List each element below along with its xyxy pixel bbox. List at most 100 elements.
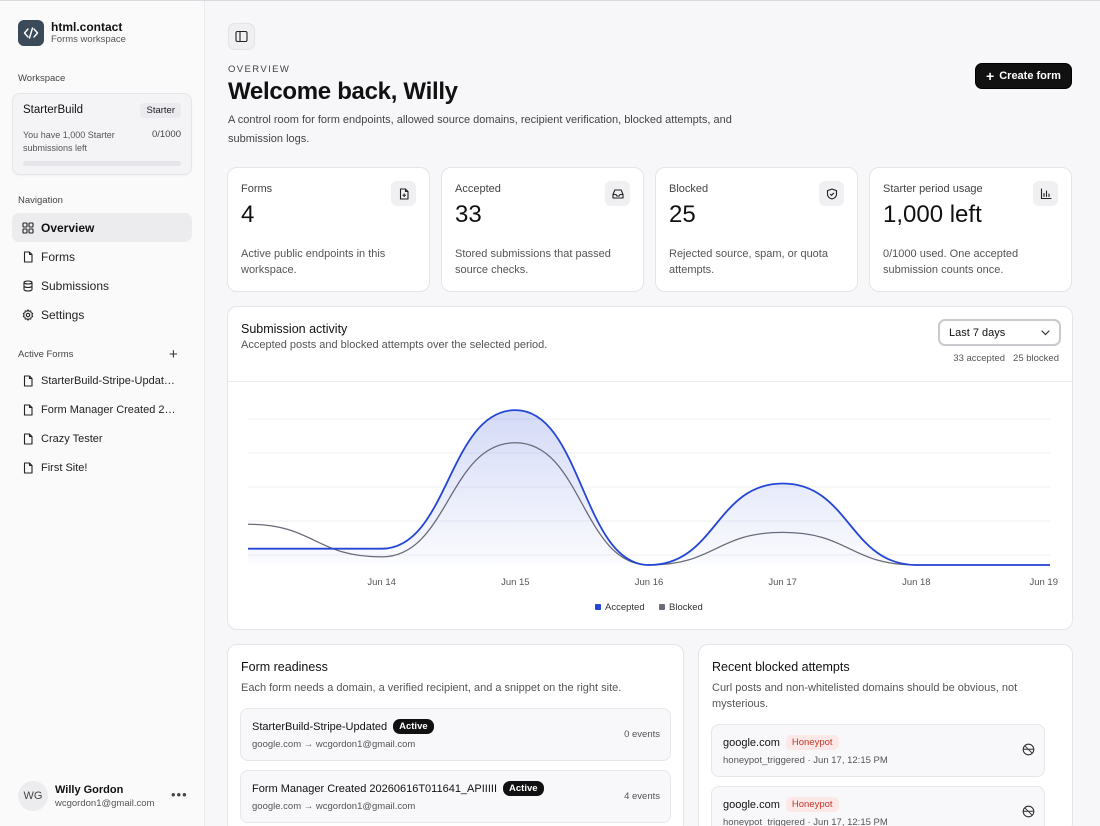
form-item[interactable]: Form Manager Created 2… [12, 397, 192, 423]
page-description: A control room for form endpoints, allow… [228, 114, 732, 145]
stat-description: Stored submissions that passed source ch… [455, 248, 611, 276]
form-item-label: First Site! [41, 462, 88, 474]
nav-label: Forms [41, 249, 75, 264]
workspace-label: Workspace [18, 73, 66, 84]
ban-icon[interactable] [1022, 805, 1035, 818]
create-form-label: Create form [999, 70, 1061, 82]
file-icon [23, 250, 33, 263]
blocked-domain: google.com [723, 736, 780, 749]
plan-count: 0/1000 [151, 129, 181, 140]
panel-title: Recent blocked attempts [712, 660, 850, 674]
stat-value: 4 [241, 201, 255, 228]
stat-label: Forms [241, 183, 273, 195]
user-email: wcgordon1@gmail.com [55, 798, 155, 809]
gear-icon [22, 308, 34, 321]
main-content: OVERVIEW Welcome back, Willy A control r… [204, 1, 1100, 826]
nav-forms[interactable]: Forms [12, 242, 192, 271]
stat-value: 1,000 left [883, 201, 982, 228]
legend-swatch [659, 604, 665, 610]
stat-description: Active public endpoints in this workspac… [241, 248, 386, 276]
nav-label: Submissions [41, 278, 110, 293]
x-tick-label: Jun 15 [501, 577, 530, 588]
create-form-button[interactable]: + Create form [975, 63, 1072, 89]
stat-card-usage: Starter period usage 1,000 left 0/1000 u… [869, 167, 1072, 292]
nav-settings[interactable]: Settings [12, 300, 192, 329]
add-form-icon[interactable]: + [169, 346, 178, 363]
brand-subtitle: Forms workspace [51, 34, 126, 45]
status-badge: Active [503, 781, 544, 796]
more-icon[interactable]: ••• [171, 787, 188, 802]
period-select[interactable]: Last 7 days [938, 319, 1061, 346]
nav-label: Overview [41, 220, 95, 235]
period-select-value: Last 7 days [949, 326, 1006, 339]
accepted-area [248, 410, 1050, 565]
stat-label: Accepted [455, 183, 501, 195]
tag-badge: Honeypot [785, 735, 839, 750]
blocked-series-line [247, 442, 1050, 566]
page-title: Welcome back, Willy [228, 78, 458, 105]
code-icon [18, 20, 44, 46]
form-item-label: StarterBuild-Stripe-Updat… [41, 375, 175, 387]
bar-chart-icon [1033, 181, 1058, 206]
nav-submissions[interactable]: Submissions [12, 271, 192, 300]
form-item[interactable]: StarterBuild-Stripe-Updat… [12, 368, 192, 394]
panel-title: Form readiness [241, 660, 328, 674]
chevron-down-icon [1041, 330, 1050, 336]
sidebar: html.contact Forms workspace Workspace S… [0, 1, 204, 826]
readiness-row[interactable]: StarterBuild-Stripe-Updated Active google… [240, 708, 671, 761]
stat-card-accepted: Accepted 33 Stored submissions that pass… [441, 167, 644, 292]
blocked-total: 25 blocked [1013, 353, 1059, 364]
blocked-row[interactable]: google.com Honeypot honeypot_triggered · … [711, 786, 1045, 826]
plus-icon: + [986, 68, 995, 84]
nav-label: Settings [41, 307, 85, 322]
form-route: google.com → wcgordon1@gmail.com [252, 801, 416, 812]
plan-description: You have 1,000 Starter submissions left [23, 130, 115, 153]
activity-chart: Jun 14 Jun 15 Jun 16 Jun 17 Jun 18 Jun 19 Acc… [247, 409, 1058, 613]
x-tick-label: Jun 18 [902, 577, 931, 588]
file-plus-icon [391, 181, 416, 206]
stat-value: 25 [669, 201, 696, 228]
database-icon [23, 279, 33, 292]
x-tick-label: Jun 16 [635, 577, 664, 588]
inbox-icon [605, 181, 630, 206]
blocked-domain: google.com [723, 798, 780, 811]
legend-label: Accepted [605, 602, 645, 613]
plan-badge: Starter [140, 103, 181, 118]
navigation-label: Navigation [18, 195, 63, 206]
avatar: WG [18, 781, 48, 811]
x-tick-label: Jun 19 [1029, 577, 1058, 588]
readiness-row[interactable]: Form Manager Created 20260616T011641_API… [240, 770, 671, 823]
plan-card[interactable]: StarterBuild Starter You have 1,000 Star… [12, 93, 192, 175]
page-eyebrow: OVERVIEW [228, 64, 291, 75]
form-item[interactable]: Crazy Tester [12, 426, 192, 452]
legend-label: Blocked [669, 602, 703, 613]
legend-swatch [595, 604, 601, 610]
sidebar-toggle-button[interactable] [228, 23, 255, 50]
blocked-meta: honeypot_triggered · Jun 17, 12:15 PM [723, 817, 888, 826]
stat-card-blocked: Blocked 25 Rejected source, spam, or quo… [655, 167, 858, 292]
form-item[interactable]: First Site! [12, 455, 192, 481]
stat-label: Blocked [669, 183, 709, 195]
blocked-row[interactable]: google.com Honeypot honeypot_triggered · … [711, 724, 1045, 777]
stat-value: 33 [455, 201, 482, 228]
user-menu[interactable]: WG Willy Gordon wcgordon1@gmail.com ••• [18, 781, 193, 811]
file-icon [23, 404, 33, 416]
plan-name: StarterBuild [23, 104, 84, 116]
submission-activity-card: Submission activity Accepted posts and b… [227, 306, 1073, 630]
nav-overview[interactable]: Overview [12, 213, 192, 242]
x-tick-label: Jun 14 [367, 577, 396, 588]
tag-badge: Honeypot [785, 797, 839, 812]
status-badge: Active [393, 719, 434, 734]
blocked-meta: honeypot_triggered · Jun 17, 12:15 PM [723, 755, 888, 766]
form-readiness-panel: Form readiness Each form needs a domain,… [227, 644, 684, 826]
form-route: google.com → wcgordon1@gmail.com [252, 739, 416, 750]
brand[interactable]: html.contact Forms workspace [18, 20, 126, 46]
panel-subtitle: Curl posts and non-whitelisted domains s… [712, 682, 1018, 710]
active-forms-label: Active Forms [18, 349, 74, 360]
stat-card-forms: Forms 4 Active public endpoints in this … [227, 167, 430, 292]
ban-icon[interactable] [1022, 743, 1035, 756]
file-icon [23, 375, 33, 387]
brand-title: html.contact [51, 20, 123, 34]
recent-blocked-panel: Recent blocked attempts Curl posts and n… [698, 644, 1073, 826]
chart-divider [228, 381, 1072, 382]
